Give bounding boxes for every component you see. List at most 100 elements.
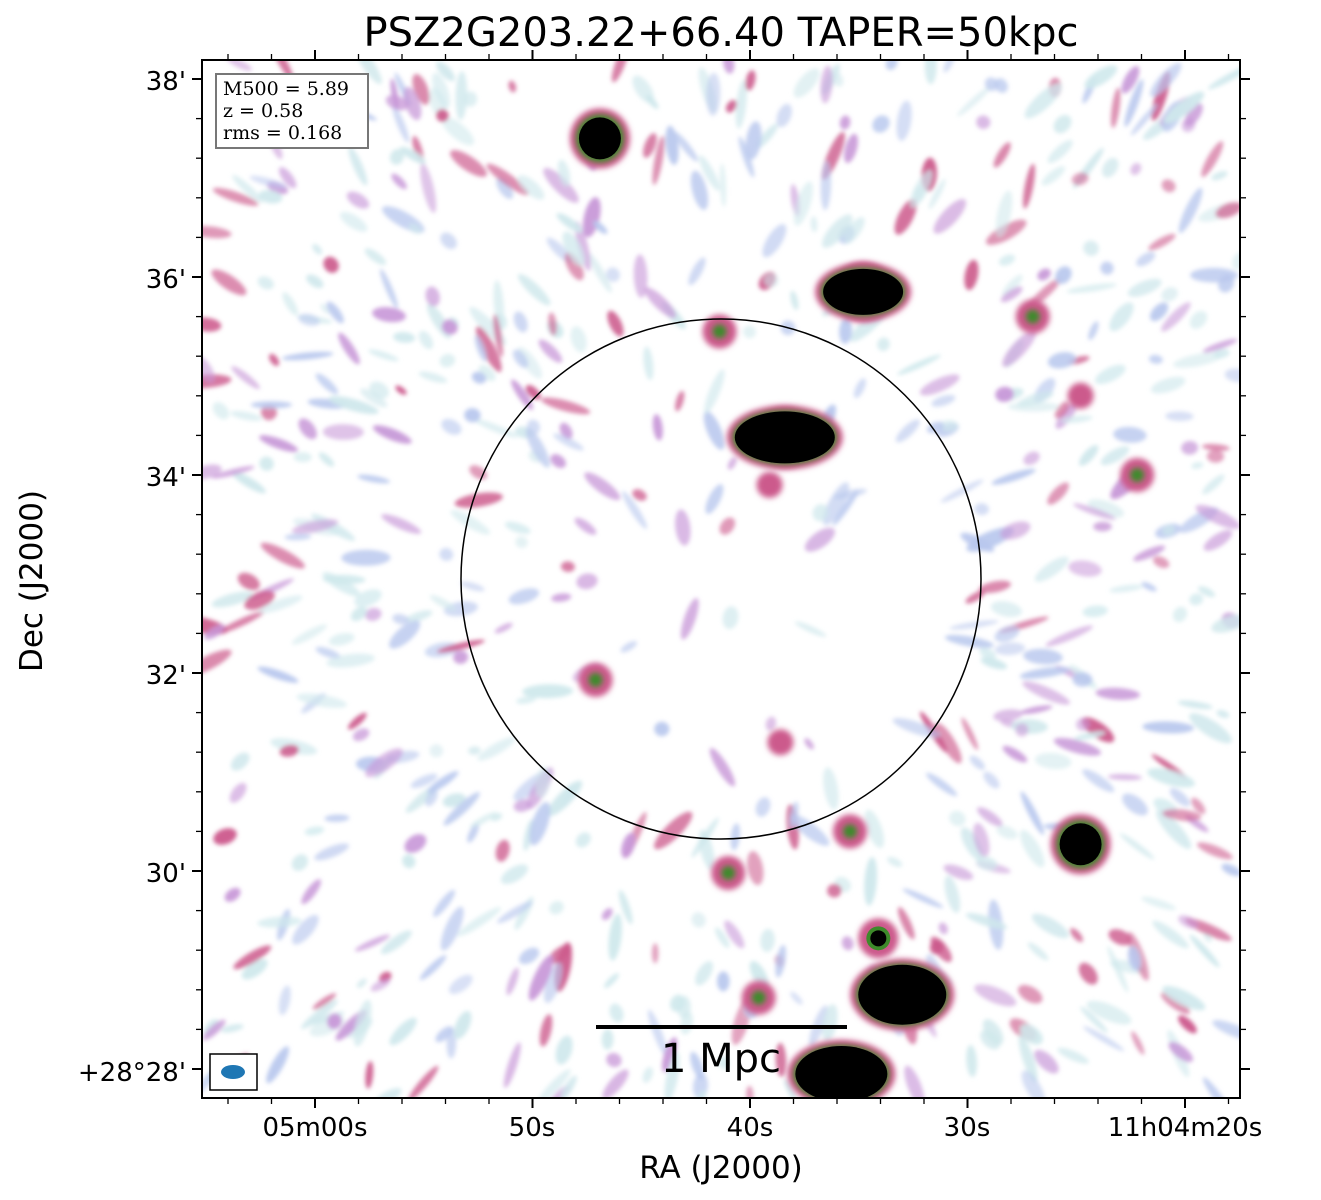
noise-blob [1181,440,1199,455]
noise-blob [1203,529,1233,551]
noise-blob [675,509,691,546]
noise-blob [762,224,787,258]
noise-blob [793,181,813,226]
noise-blob [312,993,337,1010]
x-tick-label-50s: 50s [509,1113,556,1143]
noise-blob [1177,700,1213,710]
noise-blob [551,593,572,602]
noise-blob [790,814,830,846]
noise-blob [974,984,1017,1007]
noise-blob [474,335,487,362]
noise-blob [853,378,866,399]
noise-blob [420,163,437,213]
noise-blob [885,60,898,70]
noise-blob [607,310,624,337]
noise-blob [323,256,339,273]
noise-blob [833,73,844,87]
noise-blob [690,1051,705,1080]
noise-blob [1083,1026,1125,1052]
noise-blob [1148,233,1176,251]
noise-blob [804,738,814,750]
noise-blob [680,598,699,640]
noise-blob [528,955,554,1001]
noise-blob [642,1066,654,1083]
noise-blob [926,772,958,797]
noise-blob [372,307,406,323]
extended-core [823,268,904,315]
noise-blob [328,396,379,415]
noise-blob [404,834,427,853]
noise-blob [1148,354,1163,364]
noise-blob [453,650,469,664]
source-core [1059,823,1102,866]
noise-blob [513,799,532,812]
noise-blob [1023,648,1063,665]
noise-blob [960,827,984,861]
noise-blob [564,252,584,281]
noise-blob [632,489,647,501]
noise-blob [727,456,737,470]
noise-blob [664,1051,680,1098]
noise-blob [864,856,878,906]
noise-blob [1055,266,1072,284]
noise-blob [994,625,1020,643]
noise-blob [622,490,648,530]
noise-blob [1047,140,1073,164]
noise-blob [943,60,955,73]
noise-blob [1152,920,1189,949]
noise-blob [604,973,619,989]
noise-blob [433,889,456,918]
noise-blob [504,521,531,534]
noise-blob [1119,833,1155,860]
noise-blob [269,353,280,366]
noise-blob [356,978,367,988]
radio-source-16 [767,729,794,756]
noise-blob [450,150,487,177]
noise-blob [292,914,319,945]
noise-blob [843,217,865,244]
noise-blob [723,60,735,74]
noise-blob [279,744,299,757]
noise-blob [978,580,1011,594]
noise-blob [979,647,996,660]
noise-blob [887,856,903,868]
noise-blob [1201,141,1224,178]
noise-blob [233,945,272,970]
noise-blob [760,928,775,952]
noise-blob [436,61,455,82]
noise-blob [218,611,265,634]
noise-blob [924,60,937,85]
noise-blob [1069,928,1084,943]
noise-blob [441,116,475,146]
noise-blob [1094,364,1126,385]
noise-blob [315,646,341,659]
source-core [1025,309,1040,324]
noise-blob [822,1004,838,1042]
noise-blob [1197,842,1233,860]
noise-blob [1195,504,1240,529]
noise-blob [1130,103,1159,136]
noise-blob [745,70,756,91]
noise-blob [652,414,663,441]
noise-blob [1198,586,1216,598]
noise-blob [232,175,263,203]
noise-blob [699,155,720,191]
noise-blob [365,1060,374,1089]
noise-blob [365,748,403,778]
noise-blob [976,856,998,871]
noise-blob [460,581,485,592]
noise-blob [496,177,514,200]
noise-blob [364,607,382,621]
noise-blob [990,601,1022,618]
noise-blob [654,721,670,737]
noise-blob [1078,962,1098,985]
noise-blob [257,276,274,290]
noise-blob [606,267,620,282]
noise-blob [756,123,778,149]
noise-blob [827,883,842,898]
noise-blob [1017,391,1054,407]
noise-blob [464,408,481,423]
axis-ticks [192,50,1250,1108]
noise-blob [794,621,827,637]
noise-blob [1020,1024,1043,1045]
